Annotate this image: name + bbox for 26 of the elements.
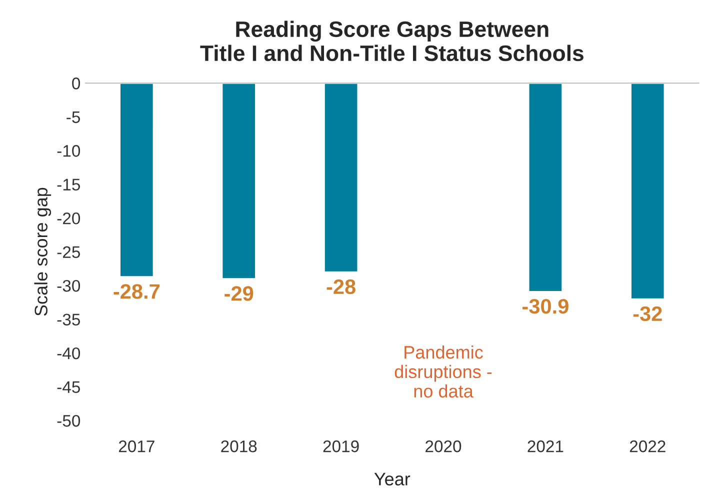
- x-axis-title: Year: [374, 472, 410, 486]
- y-tick-label: -40: [57, 347, 80, 360]
- x-tick-label: 2021: [528, 440, 564, 452]
- y-tick-label: -5: [66, 111, 80, 124]
- x-tick-label: 2020: [426, 440, 462, 452]
- y-tick-label: -25: [57, 246, 80, 258]
- y-tick-label: -35: [57, 314, 80, 326]
- x-tick-label: 2018: [221, 440, 257, 452]
- chart-title: Reading Score Gaps Between Title I and Non-Title I Status Schools: [200, 20, 584, 62]
- y-tick-label: -30: [57, 280, 80, 292]
- data-label: -29: [224, 286, 254, 301]
- data-label: -28.7: [114, 284, 160, 299]
- y-axis-title: Scale score gap: [34, 188, 52, 316]
- y-tick-label: 0: [72, 78, 80, 90]
- y-tick-label: -15: [57, 178, 80, 191]
- y-tick-label: -10: [57, 145, 80, 157]
- data-label: -28: [326, 279, 356, 294]
- x-tick-label: 2017: [118, 440, 154, 452]
- data-label: -30.9: [522, 298, 568, 314]
- y-tick-label: -20: [57, 212, 80, 224]
- x-tick-label: 2019: [323, 440, 359, 452]
- y-tick-label: -45: [57, 381, 80, 393]
- annotation: Pandemic disruptions - no data: [394, 345, 492, 398]
- x-tick-label: 2022: [630, 440, 666, 452]
- data-label: -32: [633, 306, 662, 322]
- y-tick-label: -50: [57, 414, 80, 427]
